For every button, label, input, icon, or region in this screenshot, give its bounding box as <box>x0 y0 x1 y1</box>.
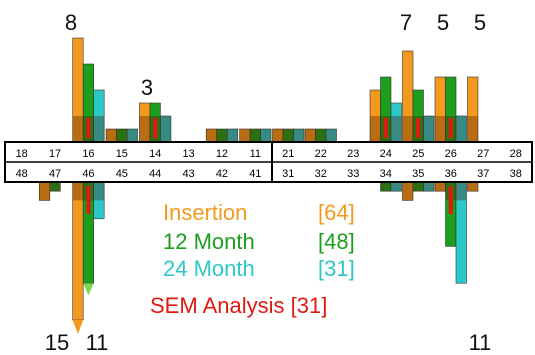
bar-shade-upper-12-0 <box>206 129 217 142</box>
bar-shade-upper-22-0 <box>305 129 316 142</box>
tooth-label-upper-21: 21 <box>282 148 294 160</box>
bar-shade-lower-34-1 <box>380 182 391 192</box>
bar-shade-upper-25-0 <box>402 116 413 142</box>
tooth-label-upper-14: 14 <box>149 148 161 160</box>
bar-shade-lower-35-1 <box>413 182 424 192</box>
tooth-label-upper-15: 15 <box>116 148 128 160</box>
arrow-tip-46-insertion <box>72 320 84 334</box>
tooth-label-lower-42: 42 <box>216 168 228 180</box>
tooth-label-upper-23: 23 <box>347 148 359 160</box>
bar-shade-upper-22-2 <box>326 129 337 142</box>
bar-shade-lower-46-2 <box>93 182 105 201</box>
peak-label-lower-46-12-month: 11 <box>86 330 109 355</box>
bar-shade-upper-14-2 <box>160 116 171 142</box>
bar-shade-upper-15-2 <box>127 129 138 142</box>
bar-shade-lower-47-0 <box>39 182 50 201</box>
sem-mark-25 <box>416 118 421 138</box>
tooth-label-lower-33: 33 <box>347 168 359 180</box>
bar-shade-lower-35-2 <box>423 182 434 192</box>
bar-shade-upper-12-2 <box>227 129 238 142</box>
bar-shade-lower-34-2 <box>391 182 402 192</box>
bar-shade-upper-16-0 <box>72 116 84 142</box>
bar-shade-upper-21-1 <box>283 129 294 142</box>
bar-shade-upper-21-2 <box>293 129 304 142</box>
tooth-label-upper-24: 24 <box>380 148 392 160</box>
sem-mark-24 <box>383 118 388 138</box>
tooth-label-upper-11: 11 <box>250 148 261 160</box>
bar-shade-upper-24-0 <box>370 116 381 142</box>
bar-shade-upper-24-2 <box>391 116 402 142</box>
bar-shade-lower-36-2 <box>456 182 467 201</box>
tooth-label-lower-37: 37 <box>477 168 489 180</box>
peak-label-lower-46-insertion: 15 <box>45 330 69 355</box>
bar-shade-upper-12-1 <box>216 129 228 142</box>
bar-shade-upper-22-1 <box>315 129 326 142</box>
peak-label-upper-26: 5 <box>474 10 486 35</box>
bar-shade-upper-21-0 <box>272 129 283 142</box>
bar-shade-upper-15-1 <box>116 129 128 142</box>
bar-shade-lower-46-0 <box>72 182 84 201</box>
sem-mark-26 <box>448 118 453 138</box>
bar-shade-upper-11-1 <box>250 129 261 142</box>
tooth-label-lower-31: 31 <box>282 168 294 180</box>
tooth-label-upper-22: 22 <box>315 148 327 160</box>
tooth-label-lower-47: 47 <box>49 168 61 180</box>
tooth-label-lower-44: 44 <box>149 168 161 180</box>
bar-shade-upper-25-2 <box>423 116 434 142</box>
bar-shade-upper-14-0 <box>139 116 150 142</box>
legend-insertion-count: [64] <box>318 200 355 225</box>
tooth-label-upper-25: 25 <box>412 148 424 160</box>
peak-label-upper-24: 7 <box>400 10 412 35</box>
tooth-label-lower-32: 32 <box>315 168 327 180</box>
legend-sem-label: SEM Analysis [31] <box>150 293 328 318</box>
tooth-label-lower-48: 48 <box>16 168 28 180</box>
peak-label-upper-16: 8 <box>65 10 77 35</box>
legend-24-month-label: 24 Month <box>163 256 255 281</box>
tooth-label-upper-18: 18 <box>16 148 28 160</box>
tooth-label-lower-45: 45 <box>116 168 128 180</box>
bar-shade-upper-11-0 <box>239 129 251 142</box>
tooth-label-upper-16: 16 <box>82 148 94 160</box>
tooth-label-upper-26: 26 <box>445 148 457 160</box>
sem-mark-16 <box>86 118 91 138</box>
tooth-label-upper-12: 12 <box>216 148 228 160</box>
legend-insertion-label: Insertion <box>163 200 248 225</box>
arrow-tip-46-12-month <box>83 283 94 296</box>
sem-mark-14 <box>153 118 158 138</box>
sem-mark-36 <box>448 186 453 214</box>
bar-shade-upper-11-2 <box>260 129 272 142</box>
legend-24-month-count: [31] <box>318 256 355 281</box>
bar-shade-upper-16-2 <box>93 116 105 142</box>
tooth-label-lower-35: 35 <box>412 168 424 180</box>
legend-12-month-label: 12 Month <box>163 229 255 254</box>
bar-lower-46-insertion <box>72 181 84 321</box>
tooth-label-lower-41: 41 <box>249 168 261 180</box>
tooth-label-lower-36: 36 <box>445 168 457 180</box>
bar-shade-lower-47-1 <box>49 182 61 192</box>
tooth-label-lower-46: 46 <box>82 168 94 180</box>
peak-label-upper-14: 3 <box>141 75 153 100</box>
tooth-label-upper-13: 13 <box>182 148 194 160</box>
peak-label-upper-25: 5 <box>437 10 449 35</box>
tooth-label-upper-28: 28 <box>510 148 522 160</box>
legend-12-month-count: [48] <box>318 229 355 254</box>
bar-shade-upper-26-0 <box>435 116 446 142</box>
tooth-label-lower-34: 34 <box>380 168 392 180</box>
tooth-label-upper-17: 17 <box>49 148 61 160</box>
tooth-label-upper-27: 27 <box>477 148 489 160</box>
sem-mark-46 <box>86 186 91 214</box>
bar-shade-lower-37-0 <box>467 182 478 192</box>
tooth-label-lower-38: 38 <box>510 168 522 180</box>
bar-shade-upper-26-2 <box>456 116 467 142</box>
bar-shade-lower-35-0 <box>402 182 413 201</box>
bar-shade-upper-15-0 <box>106 129 117 142</box>
bar-shade-upper-27-0 <box>467 116 478 142</box>
bar-shade-lower-36-0 <box>435 182 446 192</box>
tooth-label-lower-43: 43 <box>182 168 194 180</box>
peak-label-lower-36: 11 <box>469 330 492 355</box>
